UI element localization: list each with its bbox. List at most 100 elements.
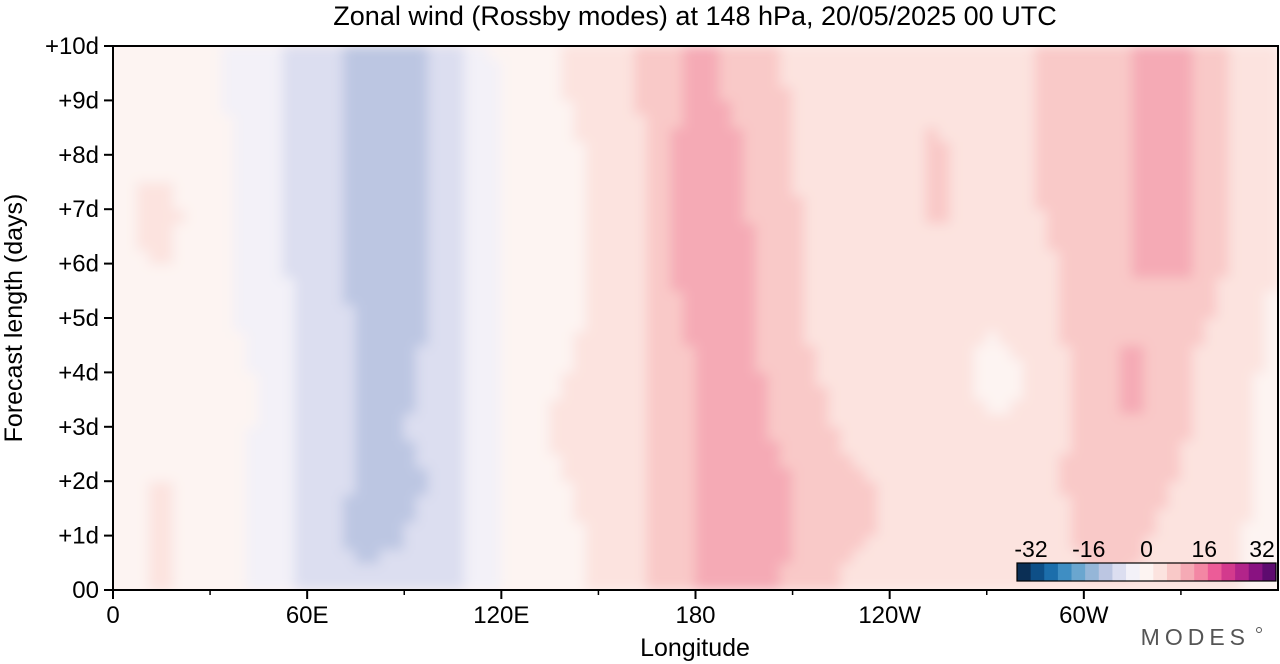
heatmap-cell (694, 99, 709, 115)
heatmap-cell (113, 521, 126, 537)
heatmap-cell (1180, 467, 1194, 482)
heatmap-cell (573, 317, 587, 333)
heatmap-cell (525, 453, 539, 469)
heatmap-cell (1143, 249, 1158, 265)
heatmap-cell (961, 317, 976, 333)
heatmap-cell (622, 535, 636, 550)
heatmap-cell (755, 235, 769, 251)
heatmap-cell (306, 344, 320, 360)
heatmap-cell (1240, 494, 1255, 509)
heatmap-cell (452, 385, 466, 401)
heatmap-cell (974, 222, 988, 237)
heatmap-cell (937, 113, 951, 129)
heatmap-cell (136, 303, 151, 319)
heatmap-cell (755, 72, 769, 88)
heatmap-cell (622, 235, 636, 251)
heatmap-cell (961, 426, 976, 441)
heatmap-cell (113, 276, 126, 292)
heatmap-cell (1240, 371, 1255, 387)
heatmap-cell (658, 195, 672, 210)
heatmap-cell (840, 331, 854, 346)
heatmap-cell (949, 371, 964, 387)
heatmap-cell (512, 535, 527, 550)
heatmap-cell (670, 399, 684, 414)
heatmap-cell (852, 548, 866, 564)
heatmap-cell (816, 235, 830, 251)
heatmap-cell (864, 385, 879, 401)
heatmap-cell (367, 249, 381, 265)
heatmap-cell (1095, 480, 1109, 496)
heatmap-cell (1216, 385, 1231, 401)
heatmap-cell (306, 99, 320, 115)
heatmap-cell (1058, 59, 1073, 74)
heatmap-cell (622, 290, 636, 305)
heatmap-cell (1131, 99, 1146, 115)
heatmap-cell (852, 331, 866, 346)
heatmap-cell (949, 263, 964, 278)
heatmap-cell (949, 467, 964, 482)
heatmap-cell (1010, 154, 1024, 169)
heatmap-cell (779, 399, 794, 414)
heatmap-cell (221, 167, 235, 183)
heatmap-cell (1119, 317, 1133, 333)
heatmap-cell (852, 290, 866, 305)
heatmap-cell (634, 290, 648, 305)
heatmap-cell (148, 167, 163, 183)
heatmap-cell (185, 535, 199, 550)
heatmap-cell (864, 46, 879, 61)
heatmap-cell (937, 235, 951, 251)
heatmap-cell (561, 548, 575, 564)
heatmap-cell (294, 385, 308, 401)
heatmap-cell (330, 72, 345, 88)
heatmap-cell (537, 99, 551, 115)
heatmap-cell (488, 453, 502, 469)
heatmap-cell (731, 113, 745, 129)
heatmap-cell (961, 249, 976, 265)
heatmap-cell (270, 290, 284, 305)
heatmap-cell (597, 222, 612, 237)
heatmap-cell (816, 167, 830, 183)
heatmap-cell (743, 208, 757, 224)
heatmap-cell (440, 181, 454, 197)
heatmap-cell (318, 548, 333, 564)
heatmap-cell (379, 249, 393, 265)
heatmap-cell (113, 249, 126, 265)
heatmap-cell (876, 317, 891, 333)
heatmap-cell (330, 113, 345, 129)
heatmap-cell (961, 535, 976, 550)
heatmap-cell (1204, 439, 1218, 455)
heatmap-cell (512, 46, 527, 61)
heatmap-cell (585, 249, 600, 265)
heatmap-cell (804, 494, 818, 509)
heatmap-cell (998, 59, 1012, 74)
heatmap-cell (379, 127, 393, 142)
heatmap-cell (1192, 426, 1206, 441)
heatmap-cell (1095, 113, 1109, 129)
heatmap-cell (585, 181, 600, 197)
heatmap-cell (646, 249, 660, 265)
heatmap-cell (476, 453, 490, 469)
heatmap-cell (160, 59, 175, 74)
heatmap-cell (1253, 59, 1267, 74)
heatmap-cell (1216, 99, 1231, 115)
heatmap-cell (245, 167, 260, 183)
heatmap-cell (1107, 521, 1121, 537)
heatmap-cell (549, 548, 563, 564)
heatmap-cell (682, 399, 697, 414)
heatmap-cell (270, 371, 284, 387)
heatmap-cell (1216, 358, 1231, 373)
heatmap-cell (937, 276, 951, 292)
heatmap-cell (330, 276, 345, 292)
heatmap-cell (197, 358, 211, 373)
heatmap-cell (682, 113, 697, 129)
heatmap-cell (937, 99, 951, 115)
heatmap-cell (1058, 140, 1073, 156)
heatmap-cell (476, 140, 490, 156)
heatmap-cell (622, 344, 636, 360)
heatmap-cell (561, 331, 575, 346)
heatmap-cell (876, 154, 891, 169)
heatmap-cell (646, 276, 660, 292)
heatmap-cell (245, 480, 260, 496)
heatmap-cell (634, 507, 648, 523)
heatmap-cell (1216, 72, 1231, 88)
